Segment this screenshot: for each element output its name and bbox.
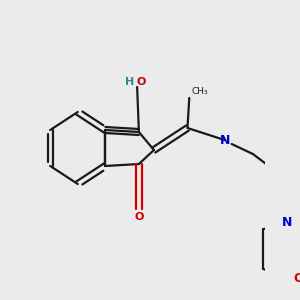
Text: O: O: [137, 77, 146, 87]
Text: CH₃: CH₃: [191, 88, 208, 97]
Text: O: O: [293, 272, 300, 284]
Text: N: N: [282, 217, 292, 230]
Text: H: H: [125, 77, 135, 87]
Text: N: N: [220, 134, 231, 148]
Text: O: O: [134, 212, 144, 222]
